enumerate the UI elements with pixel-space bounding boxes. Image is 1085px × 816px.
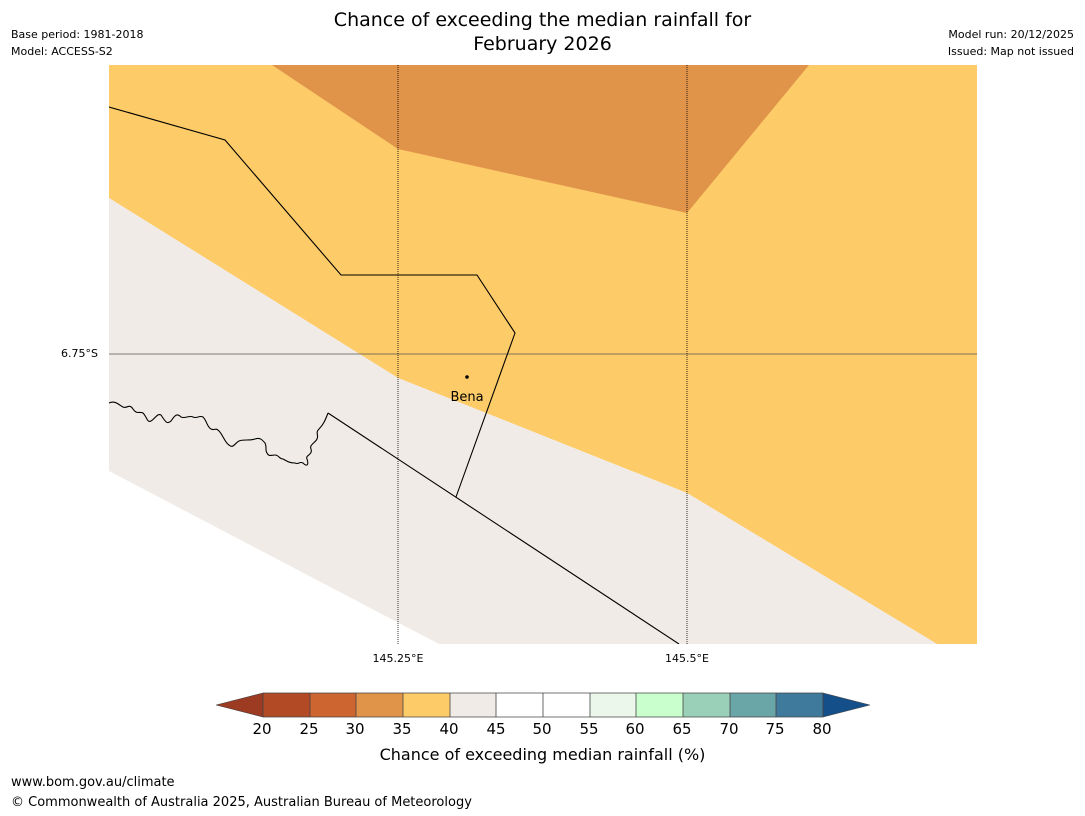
longitude-tick-label-2: 145.5°E bbox=[665, 652, 709, 665]
colorbar-tick-40: 40 bbox=[439, 720, 459, 738]
colorbar-bin-50-55 bbox=[543, 693, 590, 717]
region-30-35 bbox=[272, 65, 809, 213]
title-line-2: February 2026 bbox=[473, 33, 612, 55]
colorbar-tick-25: 25 bbox=[299, 720, 319, 738]
meta-left: Base period: 1981-2018 Model: ACCESS-S2 bbox=[11, 26, 143, 60]
footer-copyright: © Commonwealth of Australia 2025, Austra… bbox=[11, 795, 472, 810]
colorbar-tick-55: 55 bbox=[579, 720, 599, 738]
colorbar-tick-80: 80 bbox=[812, 720, 832, 738]
province-boundary-south bbox=[327, 412, 680, 644]
colorbar-bin-35-40 bbox=[403, 693, 450, 717]
colorbar-bin-70-75 bbox=[730, 693, 776, 717]
issued-status: Issued: Map not issued bbox=[947, 45, 1074, 58]
town-marker bbox=[465, 375, 469, 379]
meta-right: Model run: 20/12/2025 Issued: Map not is… bbox=[948, 26, 1074, 60]
model-run: Model run: 20/12/2025 bbox=[948, 28, 1074, 41]
town-label: Bena bbox=[450, 390, 483, 405]
footer-url[interactable]: www.bom.gov.au/climate bbox=[11, 775, 175, 790]
river-line bbox=[109, 401, 329, 466]
colorbar-tick-35: 35 bbox=[392, 720, 412, 738]
colorbar-bin-60-65 bbox=[636, 693, 683, 717]
colorbar-low-extend bbox=[216, 692, 264, 718]
colorbar-bin-20-25 bbox=[263, 693, 310, 717]
model-name: Model: ACCESS-S2 bbox=[11, 45, 113, 58]
map-title: Chance of exceeding the median rainfall … bbox=[0, 8, 1085, 56]
base-period: Base period: 1981-2018 bbox=[11, 28, 144, 41]
colorbar-tick-70: 70 bbox=[719, 720, 739, 738]
colorbar-bin-55-60 bbox=[590, 693, 636, 717]
colorbar-bin-45-50 bbox=[496, 693, 543, 717]
colorbar-tick-50: 50 bbox=[532, 720, 552, 738]
colorbar-bin-30-35 bbox=[356, 693, 403, 717]
colorbar-tick-30: 30 bbox=[345, 720, 365, 738]
latitude-tick-label: 6.75°S bbox=[61, 347, 98, 360]
region-40-45 bbox=[109, 198, 937, 644]
region-35-40 bbox=[109, 65, 977, 644]
colorbar-tick-20: 20 bbox=[252, 720, 272, 738]
colorbar bbox=[216, 692, 870, 718]
colorbar-bin-75-80 bbox=[776, 693, 823, 717]
colorbar-tick-45: 45 bbox=[486, 720, 506, 738]
colorbar-tick-60: 60 bbox=[625, 720, 645, 738]
colorbar-high-extend bbox=[822, 692, 870, 718]
rainfall-map: Bena bbox=[109, 65, 977, 644]
colorbar-bin-40-45 bbox=[450, 693, 496, 717]
colorbar-title: Chance of exceeding median rainfall (%) bbox=[379, 745, 706, 764]
colorbar-tick-65: 65 bbox=[672, 720, 692, 738]
longitude-tick-label-1: 145.25°E bbox=[372, 652, 424, 665]
colorbar-tick-75: 75 bbox=[765, 720, 785, 738]
colorbar-bin-25-30 bbox=[310, 693, 356, 717]
province-boundary bbox=[109, 106, 516, 498]
colorbar-bin-65-70 bbox=[683, 693, 730, 717]
title-line-1: Chance of exceeding the median rainfall … bbox=[333, 9, 752, 31]
colorbar-dividers bbox=[262, 692, 824, 718]
